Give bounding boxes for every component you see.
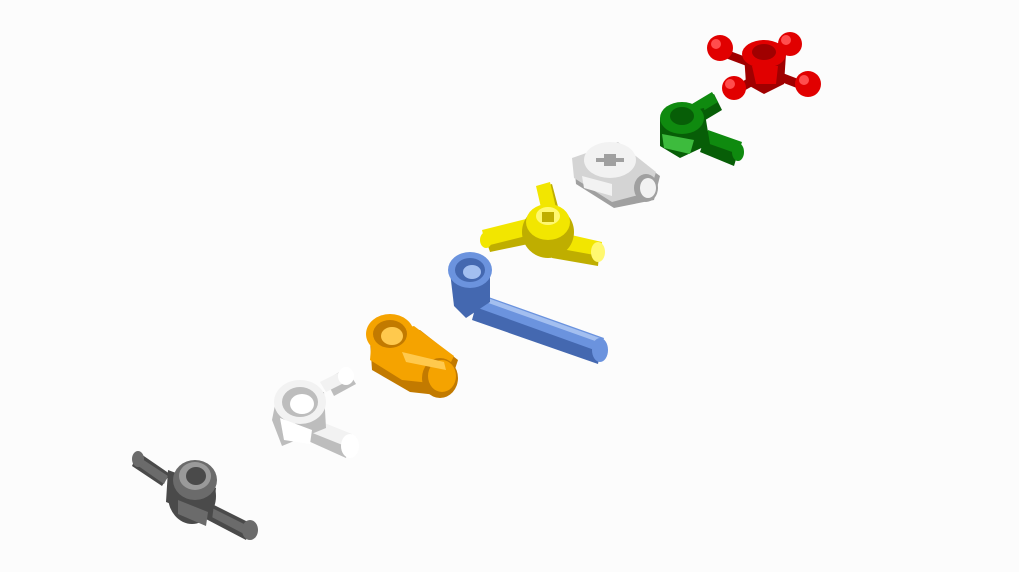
light-gray-cross-block bbox=[572, 142, 660, 208]
white-axle-pin-connector bbox=[272, 367, 359, 458]
orange-axle-pin-connector bbox=[366, 314, 458, 398]
red-four-ball-hub bbox=[707, 32, 821, 100]
yellow-triple-axle-connector bbox=[480, 182, 605, 266]
green-angled-axle-connector bbox=[660, 92, 744, 166]
dark-gray-double-axle-connector bbox=[132, 451, 258, 540]
blue-long-axle-pin bbox=[448, 252, 608, 364]
